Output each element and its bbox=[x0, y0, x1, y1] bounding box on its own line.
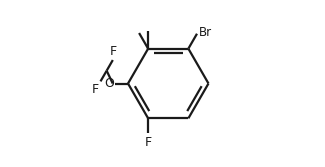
Text: Br: Br bbox=[199, 26, 212, 39]
Text: O: O bbox=[104, 77, 114, 90]
Text: F: F bbox=[145, 136, 152, 149]
Text: F: F bbox=[109, 45, 116, 58]
Text: F: F bbox=[92, 83, 99, 96]
